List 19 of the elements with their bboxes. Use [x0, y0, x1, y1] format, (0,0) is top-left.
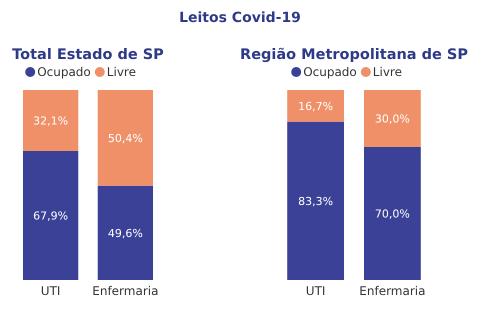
legend-label: Livre: [372, 65, 402, 79]
data-label: 83,3%: [298, 194, 334, 208]
data-label: 67,9%: [33, 209, 68, 222]
x-tick-label: UTI: [306, 284, 326, 298]
data-label: 30,0%: [374, 112, 410, 126]
chart-title: Total Estado de SP: [12, 47, 164, 63]
legend-label: Ocupado: [37, 65, 91, 79]
chart-title: Região Metropolitana de SP: [240, 47, 468, 63]
x-tick-label: Enfermaria: [359, 284, 426, 298]
data-label: 49,6%: [108, 226, 143, 240]
legend-label: Ocupado: [303, 65, 357, 79]
legend-label: Livre: [106, 65, 136, 79]
data-label: 16,7%: [298, 100, 334, 113]
x-tick-label: UTI: [40, 284, 60, 298]
x-tick-label: Enfermaria: [92, 284, 158, 298]
text: Leitos Covid-19: [179, 10, 301, 26]
data-label: 32,1%: [33, 114, 68, 128]
data-label: 70,0%: [374, 208, 410, 220]
data-label: 50,4%: [108, 132, 143, 145]
